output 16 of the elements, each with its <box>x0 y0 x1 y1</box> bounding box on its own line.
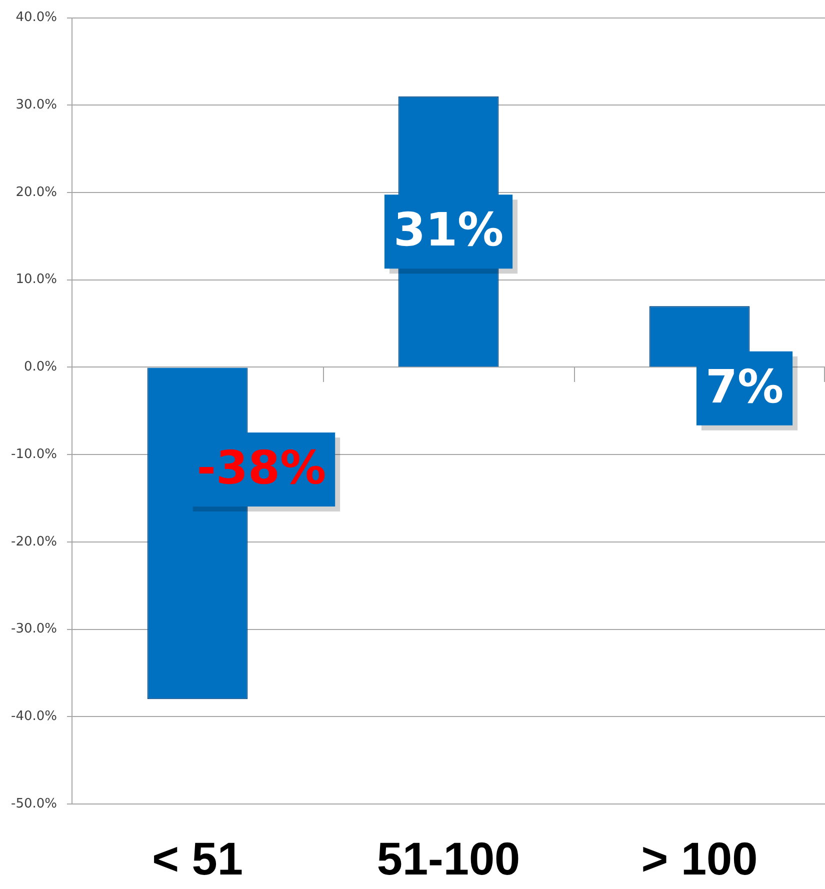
y-tick-label: -20.0% <box>11 534 57 550</box>
data-label: 31% <box>393 202 504 257</box>
y-tick-label: -10.0% <box>11 446 57 462</box>
x-tick-label: 51-100 <box>376 832 520 884</box>
y-tick-label: 20.0% <box>16 184 57 200</box>
data-label: 7% <box>705 359 784 414</box>
y-tick-label: 0.0% <box>24 360 57 375</box>
data-label: -38% <box>196 440 326 494</box>
y-tick-label: -30.0% <box>11 622 57 637</box>
x-tick-label: < 51 <box>152 832 243 884</box>
y-tick-label: 30.0% <box>16 98 57 113</box>
y-tick-label: -50.0% <box>11 796 57 812</box>
x-tick-label: > 100 <box>641 832 758 884</box>
y-tick-label: 40.0% <box>16 10 57 26</box>
y-tick-label: 10.0% <box>16 272 57 288</box>
y-tick-label: -40.0% <box>11 709 57 724</box>
